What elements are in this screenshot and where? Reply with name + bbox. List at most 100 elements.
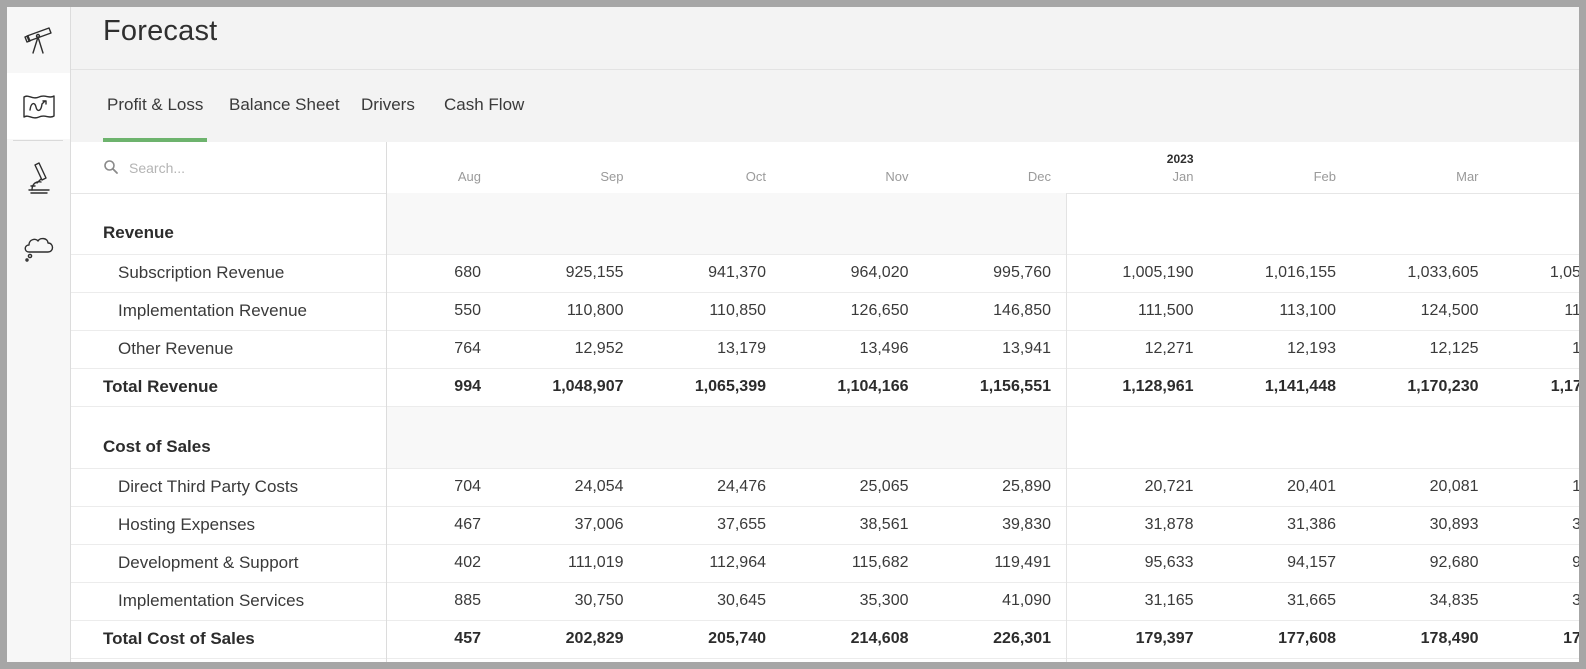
tab-profit-loss[interactable]: Profit & Loss	[102, 70, 208, 142]
value-cell[interactable]: 1,104,166	[837, 378, 909, 395]
value-cell[interactable]: 1,016,155	[1264, 264, 1336, 281]
tab-cash-flow[interactable]: Cash Flow	[444, 95, 525, 114]
table-row[interactable]: Direct Third Party Costs	[71, 469, 386, 507]
value-cell[interactable]: 111,019	[568, 554, 624, 571]
value-cell[interactable]: 202,829	[565, 630, 624, 647]
section-header-row[interactable]: Cost of Sales	[71, 407, 386, 469]
value-cell[interactable]: 1,005,190	[1122, 264, 1194, 281]
value-cell[interactable]: 205,740	[708, 630, 766, 647]
value-cell[interactable]: 1,033,605	[1407, 264, 1479, 281]
value-cell[interactable]: 115,682	[851, 554, 909, 571]
value-cell[interactable]: 41,090	[1002, 592, 1051, 609]
value-cell[interactable]: 30,750	[574, 592, 624, 609]
value-cell[interactable]: 179,397	[1135, 630, 1194, 647]
value-cell[interactable]: 34,835	[1429, 592, 1479, 609]
value-cell[interactable]: 126,650	[850, 302, 909, 319]
value-cell[interactable]: 92,680	[1429, 554, 1479, 571]
value-cell[interactable]: 1,050,840	[1549, 264, 1579, 281]
value-cell[interactable]: 173,636	[1563, 630, 1579, 647]
table-row[interactable]: Other Revenue	[71, 331, 386, 369]
value-cell[interactable]: 1,178,411	[1550, 378, 1579, 395]
value-cell[interactable]: 13,496	[859, 340, 909, 357]
value-cell[interactable]: 550	[454, 302, 481, 319]
value-cell[interactable]: 25,890	[1002, 478, 1051, 495]
value-cell[interactable]: 1,048,907	[552, 378, 624, 395]
table-row[interactable]: Implementation Services	[71, 583, 386, 621]
value-cell[interactable]: 925,155	[565, 264, 624, 281]
value-cell[interactable]: 402	[454, 554, 481, 571]
value-cell[interactable]: 226,301	[993, 630, 1051, 647]
value-cell[interactable]: 37,006	[574, 516, 624, 533]
value-cell[interactable]: 113,100	[1279, 302, 1336, 319]
value-cell[interactable]: 110,850	[709, 302, 766, 319]
value-cell[interactable]: 95,633	[1144, 554, 1194, 571]
value-cell[interactable]: 37,655	[717, 516, 766, 533]
table-row[interactable]: Subscription Revenue	[71, 255, 386, 293]
value-cell[interactable]: 39,830	[1002, 516, 1051, 533]
table-row[interactable]: Development & Support	[71, 545, 386, 583]
total-row[interactable]: Total Revenue	[71, 369, 386, 407]
value-cell[interactable]: 994	[454, 378, 481, 395]
value-cell[interactable]: 13,179	[717, 340, 766, 357]
value-cell[interactable]: 467	[454, 516, 481, 533]
value-cell[interactable]: 764	[454, 340, 481, 357]
value-cell[interactable]: 1,170,230	[1407, 378, 1479, 395]
value-cell[interactable]: 885	[454, 592, 481, 609]
value-cell[interactable]: 1,141,448	[1264, 378, 1336, 395]
value-cell[interactable]: 38,561	[859, 516, 909, 533]
value-cell[interactable]: 35,300	[859, 592, 909, 609]
value-cell[interactable]: 13,941	[1002, 340, 1051, 357]
value-cell[interactable]: 12,271	[1144, 340, 1194, 357]
value-cell[interactable]: 995,760	[993, 264, 1051, 281]
total-row[interactable]: Total Cost of Sales	[71, 621, 386, 659]
rail-scenarios[interactable]	[7, 73, 70, 139]
value-cell[interactable]: 1,156,551	[979, 378, 1051, 395]
value-cell[interactable]: 19,761	[1572, 478, 1579, 495]
value-cell[interactable]: 214,608	[850, 630, 909, 647]
value-cell[interactable]: 30,893	[1429, 516, 1479, 533]
value-cell[interactable]: 30,401	[1572, 516, 1579, 533]
table-row[interactable]: Implementation Revenue	[71, 293, 386, 331]
value-cell[interactable]: 178,490	[1420, 630, 1479, 647]
value-cell[interactable]: 20,081	[1429, 478, 1479, 495]
search-input[interactable]	[127, 155, 361, 181]
rail-forecast[interactable]	[7, 7, 70, 73]
value-cell[interactable]: 94,157	[1287, 554, 1336, 571]
value-cell[interactable]: 20,721	[1144, 478, 1194, 495]
value-cell[interactable]: 110,800	[566, 302, 624, 319]
value-cell[interactable]: 24,476	[717, 478, 766, 495]
value-cell[interactable]: 31,386	[1287, 516, 1336, 533]
rail-insights[interactable]	[7, 215, 70, 281]
value-cell[interactable]: 1,065,399	[694, 378, 766, 395]
value-cell[interactable]: 941,370	[708, 264, 766, 281]
value-cell[interactable]: 112,964	[709, 554, 766, 571]
value-cell[interactable]: 25,065	[859, 478, 909, 495]
tab-drivers[interactable]: Drivers	[361, 95, 415, 114]
value-cell[interactable]: 31,165	[1144, 592, 1194, 609]
value-cell[interactable]: 124,500	[1420, 302, 1479, 319]
value-cell[interactable]: 119,491	[994, 554, 1051, 571]
value-cell[interactable]: 30,645	[717, 592, 766, 609]
rail-analysis[interactable]	[7, 145, 70, 211]
value-cell[interactable]: 31,878	[1144, 516, 1194, 533]
value-cell[interactable]: 964,020	[850, 264, 909, 281]
value-cell[interactable]: 457	[454, 630, 481, 647]
value-cell[interactable]: 146,850	[993, 302, 1051, 319]
value-cell[interactable]: 32,270	[1572, 592, 1579, 609]
value-cell[interactable]: 12,071	[1572, 340, 1579, 357]
value-cell[interactable]: 1,128,961	[1122, 378, 1194, 395]
tab-balance-sheet[interactable]: Balance Sheet	[229, 95, 340, 114]
value-cell[interactable]: 115,500	[1564, 302, 1579, 319]
value-cell[interactable]: 680	[454, 264, 481, 281]
table-row[interactable]: Hosting Expenses	[71, 507, 386, 545]
value-cell[interactable]: 91,204	[1572, 554, 1579, 571]
section-header-row[interactable]: Revenue	[71, 193, 386, 255]
value-cell[interactable]: 12,952	[574, 340, 624, 357]
value-cell[interactable]: 177,608	[1278, 630, 1336, 647]
value-cell[interactable]: 24,054	[574, 478, 624, 495]
value-cell[interactable]: 12,193	[1287, 340, 1336, 357]
value-cell[interactable]: 20,401	[1287, 478, 1336, 495]
value-cell[interactable]: 12,125	[1429, 340, 1479, 357]
value-cell[interactable]: 111,500	[1138, 302, 1194, 319]
value-cell[interactable]: 704	[454, 478, 481, 495]
